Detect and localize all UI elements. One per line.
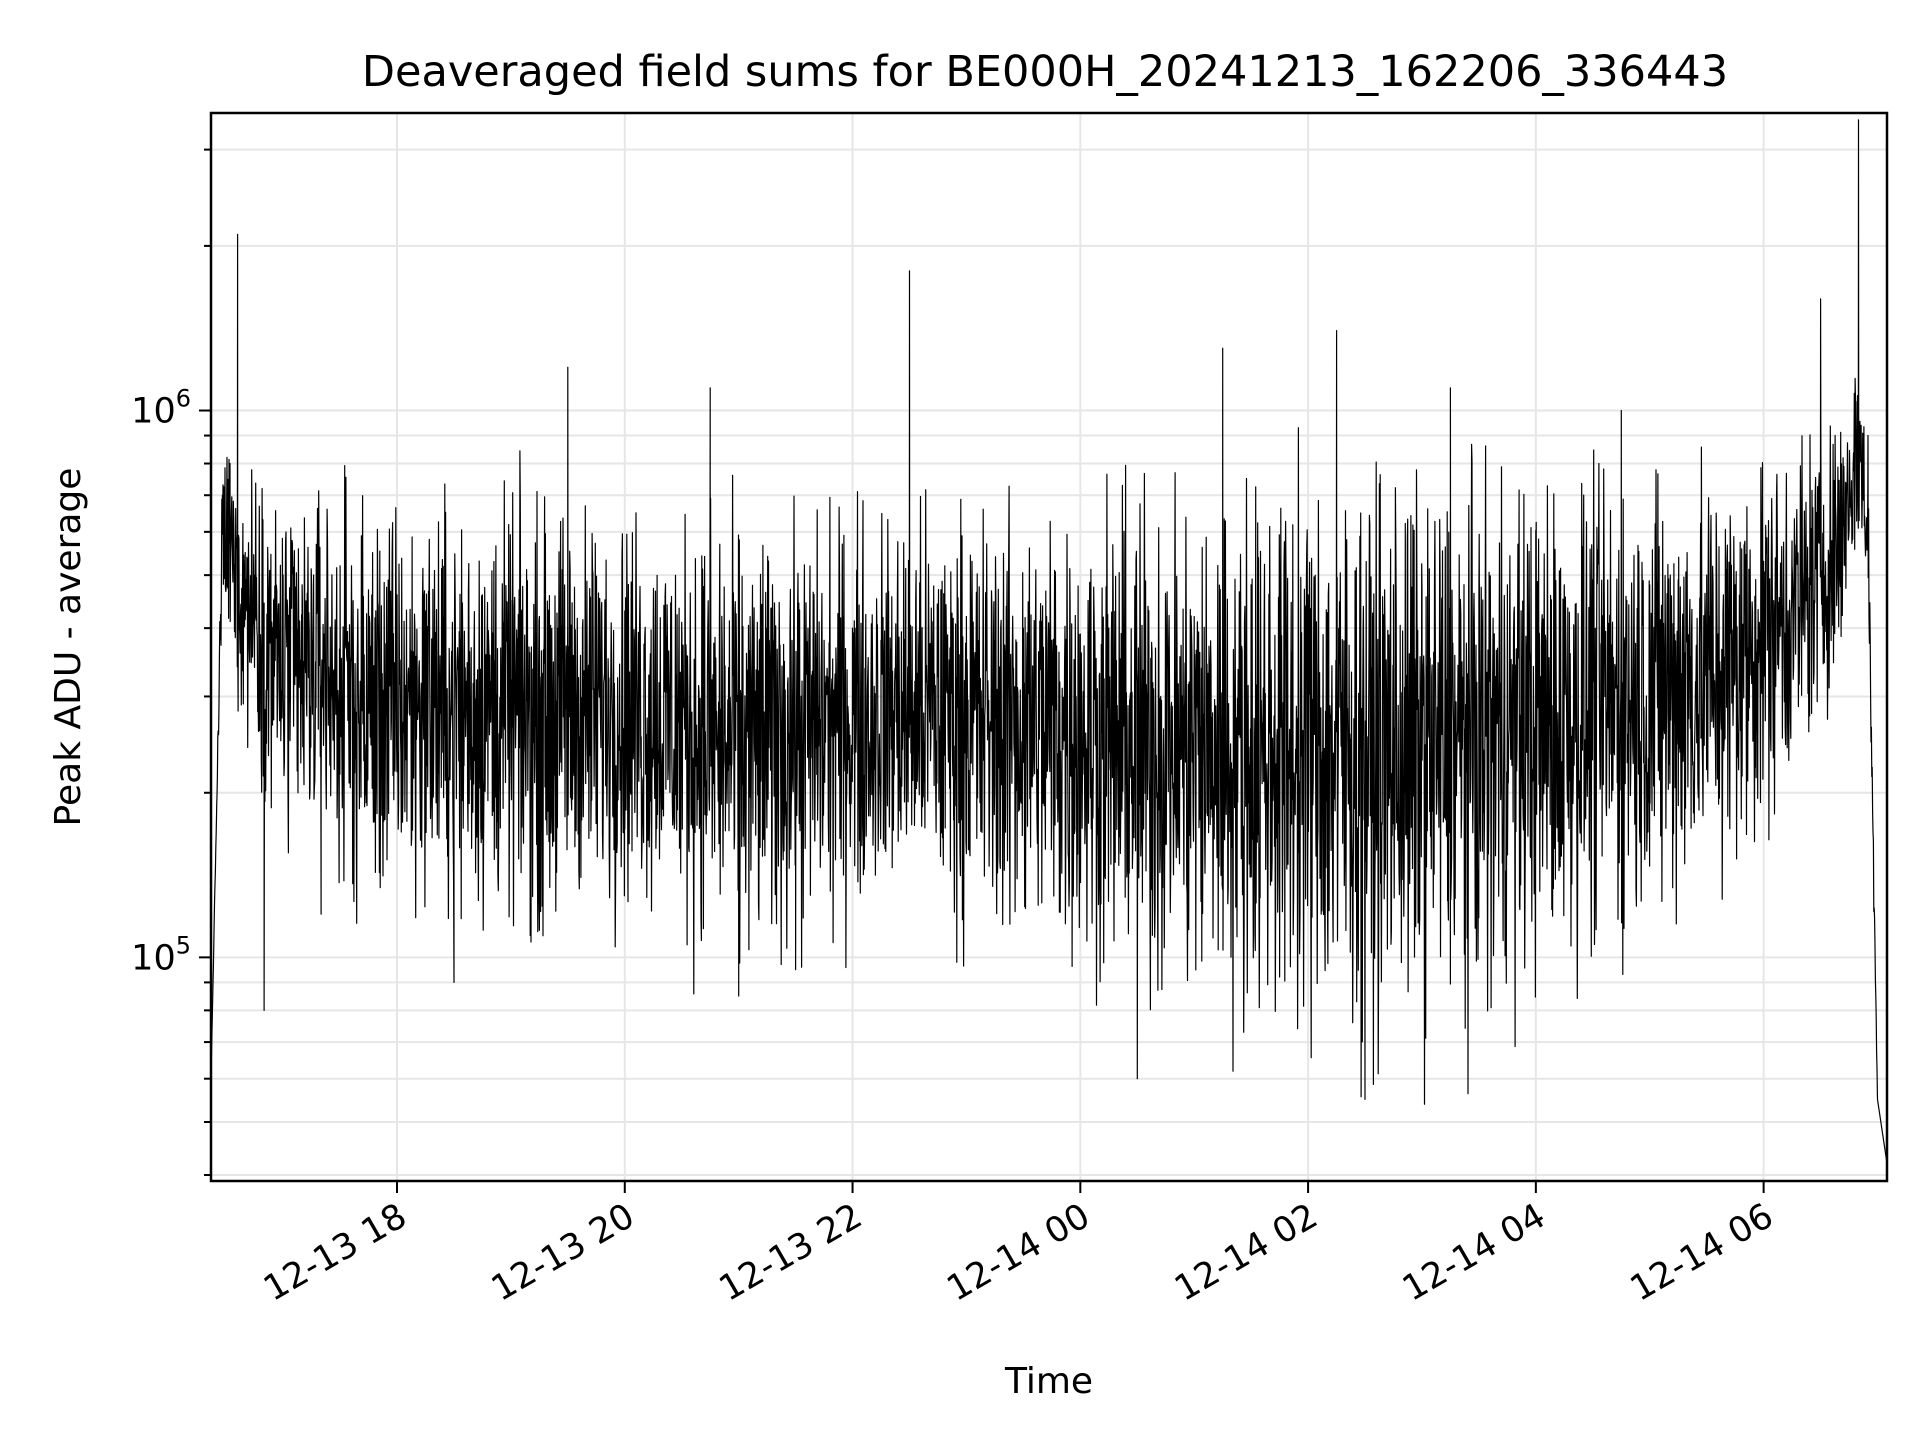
series-line [210, 119, 1888, 1164]
plot-frame [209, 111, 1889, 1183]
series-trace [210, 119, 1888, 1164]
x-tick-label: 12-13 18 [257, 1196, 413, 1309]
x-tick-label: 12-13 20 [485, 1196, 641, 1309]
chart-title: Deaveraged field sums for BE000H_2024121… [362, 47, 1728, 97]
x-tick-label: 12-13 22 [713, 1196, 869, 1309]
y-tick-label: 105 [131, 931, 191, 978]
y-tick-label: 106 [131, 385, 191, 432]
x-tick-label: 12-14 02 [1168, 1196, 1324, 1309]
x-axis-label: Time [1004, 1361, 1093, 1402]
x-tick-label: 12-14 00 [941, 1196, 1097, 1309]
y-axis-label: Peak ADU - average [48, 468, 89, 827]
x-tick-label: 12-14 06 [1624, 1196, 1780, 1309]
x-tick-label: 12-14 04 [1396, 1196, 1552, 1309]
